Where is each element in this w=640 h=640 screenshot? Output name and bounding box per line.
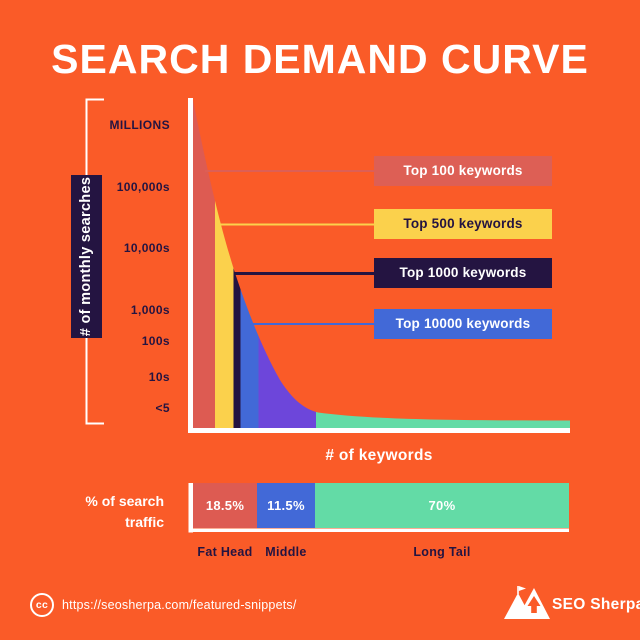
legend-top-10000-keywords: Top 10000 keywords	[374, 309, 552, 339]
y-tick-100000s: 100,000s	[116, 180, 170, 194]
y-tick-millions: MILLIONS	[109, 118, 170, 132]
traffic-bar-left-axis	[188, 483, 193, 533]
y-tick-100s: 100s	[141, 334, 170, 348]
legend-top-500-keywords: Top 500 keywords	[374, 209, 552, 239]
y-axis-label: # of monthly searches	[78, 176, 94, 337]
x-axis-line	[188, 428, 570, 433]
mountain-logo-icon	[504, 586, 550, 619]
category-fat-head: Fat Head	[197, 545, 253, 559]
y-axis-label-box: # of monthly searches	[71, 175, 102, 338]
category-long-tail: Long Tail	[413, 545, 471, 559]
band-top-100	[193, 100, 215, 429]
y-tick-10s: 10s	[148, 370, 170, 384]
band-top-500	[215, 100, 234, 429]
traffic-bar: 18.5% 11.5% 70%	[193, 483, 569, 528]
traffic-segment-middle: 11.5%	[257, 483, 315, 528]
y-tick-less-than-5: <5	[155, 401, 170, 415]
y-tick-10000s: 10,000s	[123, 241, 170, 255]
creative-commons-icon: cc	[30, 593, 54, 617]
traffic-bar-label: % of search traffic	[85, 493, 164, 530]
traffic-bar-categories: Fat Head Middle Long Tail	[193, 545, 569, 559]
legend-top-100-keywords: Top 100 keywords	[374, 156, 552, 186]
y-tick-1000s: 1,000s	[130, 303, 170, 317]
traffic-segment-long-tail: 70%	[315, 483, 569, 528]
band-top-1000	[233, 100, 241, 429]
page-title: SEARCH DEMAND CURVE	[51, 36, 589, 82]
y-axis-line	[188, 98, 193, 433]
band-middle	[258, 100, 316, 429]
band-top-10000	[240, 100, 259, 429]
source-url: https://seosherpa.com/featured-snippets/	[62, 598, 297, 612]
traffic-bar-bottom-axis	[188, 528, 569, 532]
legend-top-1000-keywords: Top 1000 keywords	[374, 258, 552, 288]
brand-name: SEO Sherpa	[552, 596, 640, 613]
x-axis-label: # of keywords	[325, 447, 433, 464]
category-middle: Middle	[265, 545, 307, 559]
traffic-segment-fat-head: 18.5%	[193, 483, 257, 528]
